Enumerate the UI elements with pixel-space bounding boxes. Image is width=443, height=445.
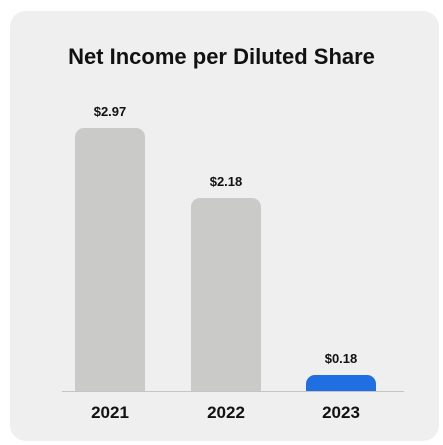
x-tick-labels-group: 2021 2022 2023 (91, 403, 360, 422)
x-tick-label-2021: 2021 (91, 403, 129, 422)
bar-2022 (191, 197, 261, 400)
value-label-2021: $2.97 (94, 104, 127, 119)
bars-group (60, 128, 400, 402)
bar-2021 (75, 128, 145, 400)
value-labels-group: $2.97 $2.18 $0.18 (94, 104, 358, 366)
value-label-2022: $2.18 (210, 174, 243, 189)
x-tick-label-2022: 2022 (207, 403, 245, 422)
value-label-2023: $0.18 (325, 351, 358, 366)
chart-title: Net Income per Diluted Share (68, 44, 375, 69)
bar-base-mask (60, 391, 400, 402)
x-tick-label-2023: 2023 (322, 403, 360, 422)
